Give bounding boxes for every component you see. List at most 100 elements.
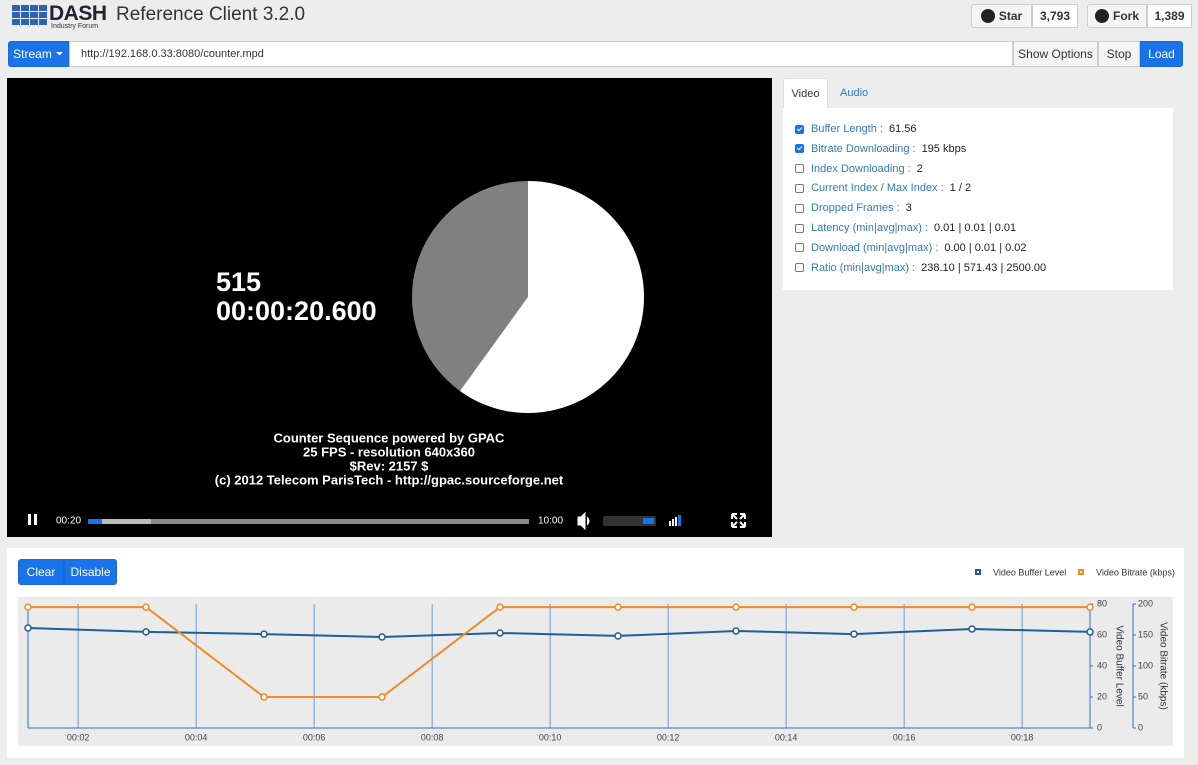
x-tick-label: 00:14 — [775, 732, 798, 742]
x-tick-label: 00:08 — [421, 732, 444, 742]
video-player[interactable]: 515 00:00:20.600 Counter Sequence powere… — [7, 78, 772, 537]
point — [850, 630, 858, 638]
point — [850, 603, 858, 611]
x-tick-label: 00:04 — [185, 732, 208, 742]
point — [260, 693, 268, 701]
checkbox[interactable] — [795, 144, 804, 154]
point — [614, 632, 622, 640]
checkbox[interactable] — [795, 124, 804, 134]
checkbox[interactable] — [795, 183, 804, 193]
metric-value: 61.56 — [888, 123, 917, 135]
x-tick-label: 00:18 — [1011, 732, 1034, 742]
played-bar — [88, 519, 102, 524]
checkbox[interactable] — [795, 223, 804, 233]
volume-bar[interactable] — [603, 516, 656, 526]
tab-video[interactable]: Video — [783, 78, 828, 109]
y-tick-label: 40 — [1097, 660, 1107, 670]
progress-bar[interactable] — [88, 519, 529, 524]
show-options-button[interactable]: Show Options — [1013, 41, 1098, 67]
logo-sub: Industry Forum — [51, 23, 99, 30]
checkbox[interactable] — [795, 203, 804, 213]
x-tick-label: 00:02 — [67, 732, 90, 742]
metric-value: 1 / 2 — [949, 182, 972, 195]
metric-value: 2 — [916, 162, 923, 175]
checkbox[interactable] — [795, 263, 804, 273]
metric-label: Dropped Frames : — [811, 202, 900, 215]
metric-row: Current Index / Max Index : 1 / 2 — [795, 180, 971, 196]
legend-label: Video Buffer Level — [993, 567, 1066, 577]
volume-level — [643, 518, 654, 524]
stop-button[interactable]: Stop — [1098, 41, 1140, 67]
star-label: Star — [998, 9, 1023, 23]
buffered-bar — [88, 519, 151, 524]
star-button[interactable]: Star — [971, 4, 1032, 28]
current-time: 00:20 — [56, 516, 81, 527]
metric-row: Buffer Length : 61.56 — [795, 121, 917, 137]
point — [732, 627, 740, 635]
fork-button[interactable]: Fork — [1087, 4, 1147, 28]
point — [378, 693, 386, 701]
legend-marker-dot — [977, 571, 979, 573]
metric-row: Ratio (min|avg|max) : 238.10 | 571.43 | 2… — [795, 260, 1046, 276]
volume-icon[interactable] — [577, 511, 590, 531]
metric-row: Latency (min|avg|max) : 0.01 | 0.01 | 0.0… — [795, 220, 1016, 236]
title: Reference Client — [116, 4, 258, 25]
legend-marker-dot — [1080, 571, 1082, 573]
tab-audio[interactable]: Audio — [840, 87, 869, 99]
clear-button[interactable]: Clear — [18, 559, 64, 585]
x-tick-label: 00:06 — [303, 732, 326, 742]
credit: $Rev: 2157 $ — [350, 458, 430, 473]
point — [142, 628, 150, 636]
metric-row: Dropped Frames : 3 — [795, 200, 912, 216]
duration: 10:00 — [538, 516, 563, 527]
chart: 00:02 00:04 00:06 00:08 00:10 00:12 00:14 00:16… — [18, 567, 1175, 746]
star-count[interactable]: 3,793 — [1032, 4, 1078, 28]
checkbox[interactable] — [795, 164, 804, 174]
y2-tick-label: 200 — [1138, 598, 1153, 608]
metric-value: 3 — [905, 202, 912, 215]
point — [24, 603, 32, 611]
url-input[interactable]: http://192.168.0.33:8080/counter.mpd — [69, 41, 1013, 67]
point — [260, 630, 268, 638]
metric-label: Latency (min|avg|max) : — [811, 222, 928, 234]
y2-tick-label: 100 — [1138, 660, 1153, 670]
load-button[interactable]: Load — [1140, 41, 1183, 67]
y2-axis-title: Video Bitrate (kbps) — [1157, 622, 1168, 710]
metric-label: Buffer Length : — [811, 123, 883, 135]
timecode: 00:00:20.600 — [216, 296, 377, 326]
point — [1086, 628, 1094, 636]
y-tick-label: 60 — [1097, 629, 1107, 639]
metric-value: 195 kbps — [921, 142, 967, 155]
credit: Counter Sequence powered by GPAC — [274, 430, 506, 445]
metric-value: 238.10 | 571.43 | 2500.00 — [921, 261, 1047, 274]
point — [968, 603, 976, 611]
stream-button[interactable]: Stream — [8, 41, 69, 67]
series-line — [27, 627, 1091, 639]
point — [378, 633, 386, 641]
logo: DASH — [49, 2, 107, 25]
github-icon — [1094, 9, 1109, 23]
fork-count[interactable]: 1,389 — [1147, 4, 1192, 28]
credit: (c) 2012 Telecom ParisTech - http://gpac… — [215, 472, 564, 487]
point — [496, 603, 504, 611]
app-title: Reference Client 3.2.0 — [116, 4, 305, 26]
y-axis-title: Video Buffer Level — [1113, 625, 1124, 706]
point — [496, 629, 504, 637]
caret — [55, 52, 63, 56]
metric-row: Bitrate Downloading : 195 kbps — [795, 141, 966, 157]
fullscreen-icon[interactable] — [731, 513, 746, 528]
point — [142, 603, 150, 611]
metric-label: Download (min|avg|max) : — [811, 241, 939, 254]
pause-button[interactable] — [28, 514, 37, 525]
series-line — [28, 606, 1090, 698]
chart-panel: Clear Disable 00:02 00:04 00:06 00:08 00:10 0… — [7, 548, 1184, 758]
bitrate-icon[interactable] — [669, 515, 681, 526]
y-tick-label: 80 — [1097, 598, 1107, 608]
checkbox[interactable] — [795, 243, 804, 253]
pie-white — [460, 181, 644, 413]
credit: 25 FPS - resolution 640x360 — [303, 444, 475, 459]
point — [24, 624, 32, 632]
plot-background — [18, 597, 1173, 746]
disable-button[interactable]: Disable — [64, 559, 117, 585]
